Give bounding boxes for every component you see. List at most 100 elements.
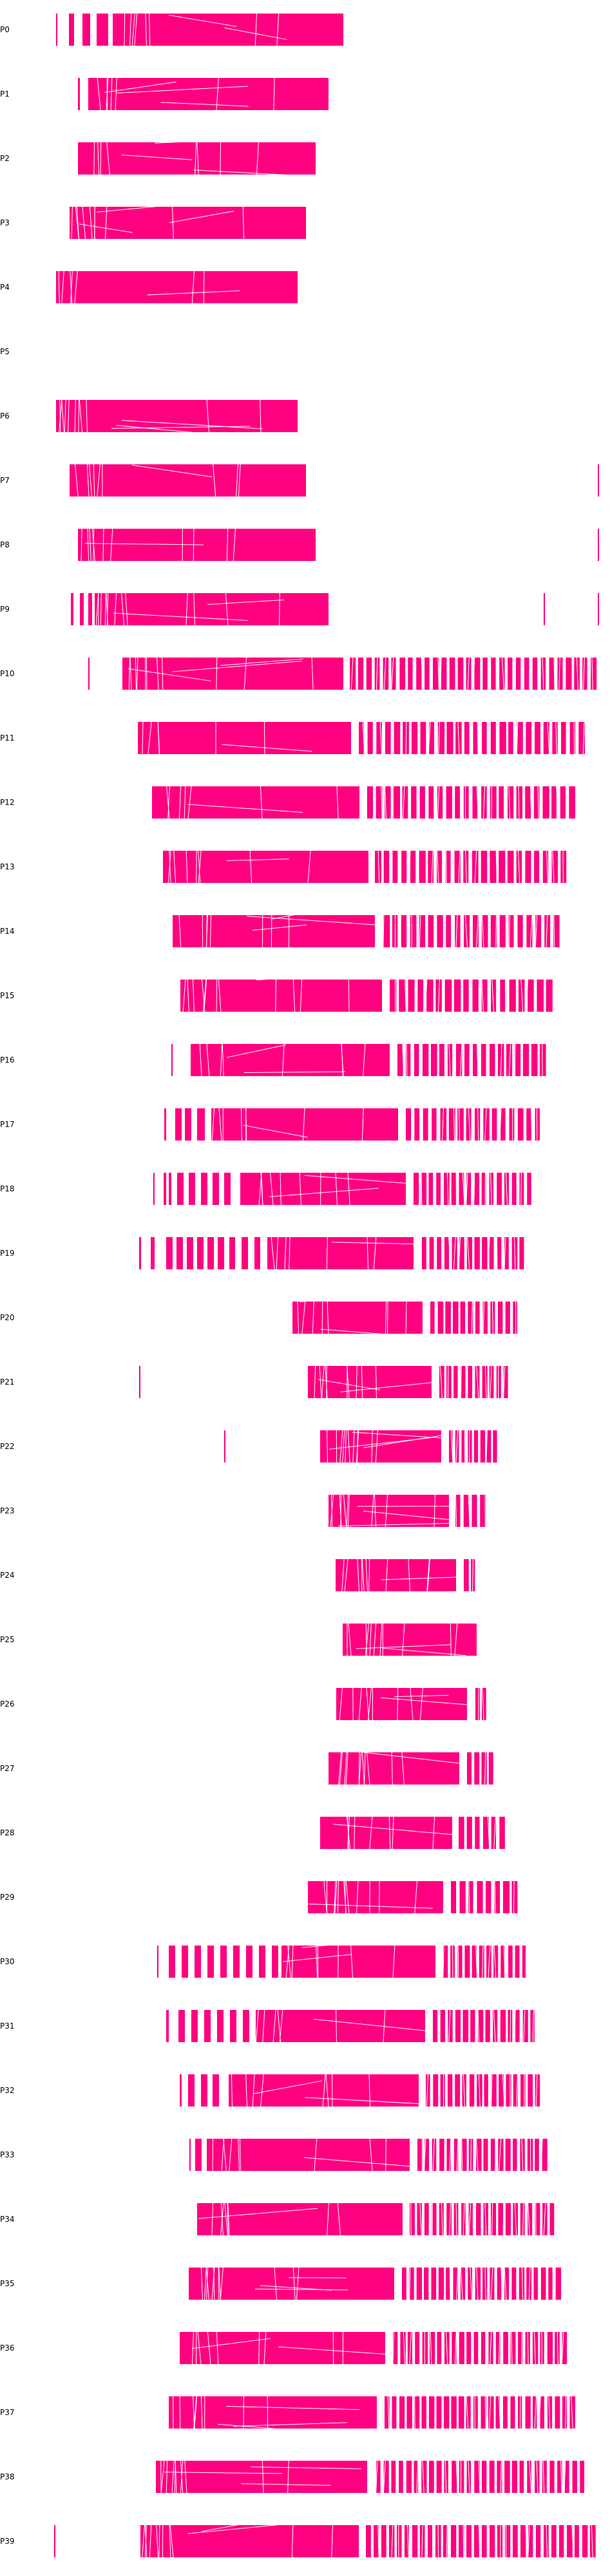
stripe bbox=[453, 1236, 456, 1270]
main-segment bbox=[329, 1752, 459, 1785]
segment-mark bbox=[508, 786, 514, 819]
segment-mark bbox=[535, 2139, 539, 2171]
segment-mark bbox=[207, 1237, 214, 1269]
segment-mark bbox=[411, 786, 417, 819]
stripe bbox=[499, 2396, 501, 2429]
segment-mark bbox=[437, 1237, 442, 1269]
stripe bbox=[341, 1043, 343, 1077]
stripe bbox=[227, 2202, 229, 2236]
stripe bbox=[365, 1623, 369, 1656]
main-segment bbox=[320, 1430, 441, 1463]
segment-mark bbox=[468, 1366, 473, 1398]
segment-mark bbox=[448, 1044, 453, 1076]
segment-mark bbox=[491, 980, 497, 1012]
segment-mark bbox=[507, 851, 514, 883]
segment-mark bbox=[560, 851, 567, 883]
segment-mark bbox=[522, 1946, 526, 1978]
stripe bbox=[224, 2202, 229, 2236]
segment-mark bbox=[503, 1881, 510, 1913]
stripe bbox=[354, 1816, 356, 1850]
stripe bbox=[106, 77, 109, 111]
segment-mark bbox=[534, 851, 540, 883]
stripe bbox=[460, 2267, 463, 2300]
stripe bbox=[297, 1301, 300, 1334]
stripe bbox=[128, 668, 212, 681]
stripe bbox=[211, 1108, 215, 1141]
segment-mark bbox=[481, 2396, 486, 2429]
stripe bbox=[238, 2138, 240, 2172]
stripe bbox=[458, 850, 461, 884]
stripe bbox=[350, 657, 354, 690]
stripe bbox=[104, 81, 176, 93]
segment-mark bbox=[391, 2461, 396, 2493]
stripe bbox=[440, 1365, 443, 1399]
stripe bbox=[100, 592, 102, 626]
stripe bbox=[312, 1301, 314, 1334]
segment-mark bbox=[185, 1108, 191, 1141]
stripe bbox=[455, 2460, 459, 2494]
segment-mark bbox=[218, 1237, 224, 1269]
segment-mark bbox=[432, 2139, 437, 2171]
stripe bbox=[178, 786, 181, 819]
segment-mark bbox=[445, 851, 451, 883]
segment-mark bbox=[423, 1044, 429, 1076]
main-segment bbox=[163, 851, 368, 883]
segment-mark bbox=[490, 2139, 495, 2171]
segment-mark bbox=[414, 1044, 419, 1076]
stripe bbox=[385, 1494, 388, 1528]
segment-mark bbox=[461, 2203, 466, 2235]
stripe bbox=[314, 1365, 316, 1399]
segment-mark bbox=[498, 2139, 504, 2171]
segment-mark bbox=[551, 851, 558, 883]
timeline-row bbox=[180, 2331, 567, 2365]
segment-mark bbox=[182, 1946, 188, 1978]
stripe bbox=[283, 1954, 352, 1962]
segment-mark bbox=[197, 1108, 205, 1141]
stripe bbox=[129, 13, 132, 46]
segment-mark bbox=[71, 593, 73, 625]
segment-mark bbox=[448, 2010, 453, 2042]
segment-mark bbox=[475, 1302, 480, 1334]
stripe bbox=[482, 1687, 484, 1721]
stripe bbox=[187, 804, 303, 813]
segment-mark bbox=[462, 2010, 469, 2042]
stripe bbox=[172, 206, 174, 240]
segment-mark bbox=[482, 2268, 488, 2300]
stripe bbox=[528, 2524, 530, 2558]
row-label: P25 bbox=[0, 1635, 15, 1644]
stripe bbox=[255, 2009, 259, 2043]
stripe bbox=[430, 2331, 432, 2365]
row-label: P14 bbox=[0, 927, 15, 936]
stripe bbox=[534, 2331, 536, 2365]
segment-mark bbox=[486, 1881, 491, 1913]
segment-mark bbox=[525, 786, 531, 819]
segment-mark bbox=[520, 2203, 525, 2235]
segment-mark bbox=[402, 786, 408, 819]
segment-mark bbox=[493, 1946, 499, 1978]
segment-mark bbox=[509, 980, 516, 1012]
segment-mark bbox=[399, 2461, 403, 2493]
segment-mark bbox=[459, 1881, 466, 1913]
stripe bbox=[200, 2396, 203, 2429]
stripe bbox=[383, 2460, 386, 2494]
stripe bbox=[421, 1172, 423, 1206]
segment-mark bbox=[217, 2010, 224, 2042]
timeline-row bbox=[56, 399, 298, 437]
timeline-row bbox=[78, 138, 316, 177]
main-segment bbox=[140, 2525, 359, 2557]
segment-mark bbox=[515, 1946, 520, 1978]
segment-mark bbox=[455, 915, 461, 947]
stripe bbox=[81, 528, 82, 562]
segment-mark bbox=[82, 14, 90, 46]
row-label: P39 bbox=[0, 2537, 15, 2546]
segment-mark bbox=[490, 915, 497, 947]
segment-mark bbox=[500, 2010, 506, 2042]
main-segment bbox=[56, 400, 298, 432]
segment-mark bbox=[383, 2461, 389, 2493]
segment-mark bbox=[497, 2461, 502, 2493]
timeline-row bbox=[292, 1289, 518, 1338]
stripe bbox=[292, 979, 296, 1012]
segment-mark bbox=[564, 2461, 569, 2493]
stripe bbox=[367, 1236, 368, 1270]
segment-mark bbox=[424, 2203, 429, 2235]
